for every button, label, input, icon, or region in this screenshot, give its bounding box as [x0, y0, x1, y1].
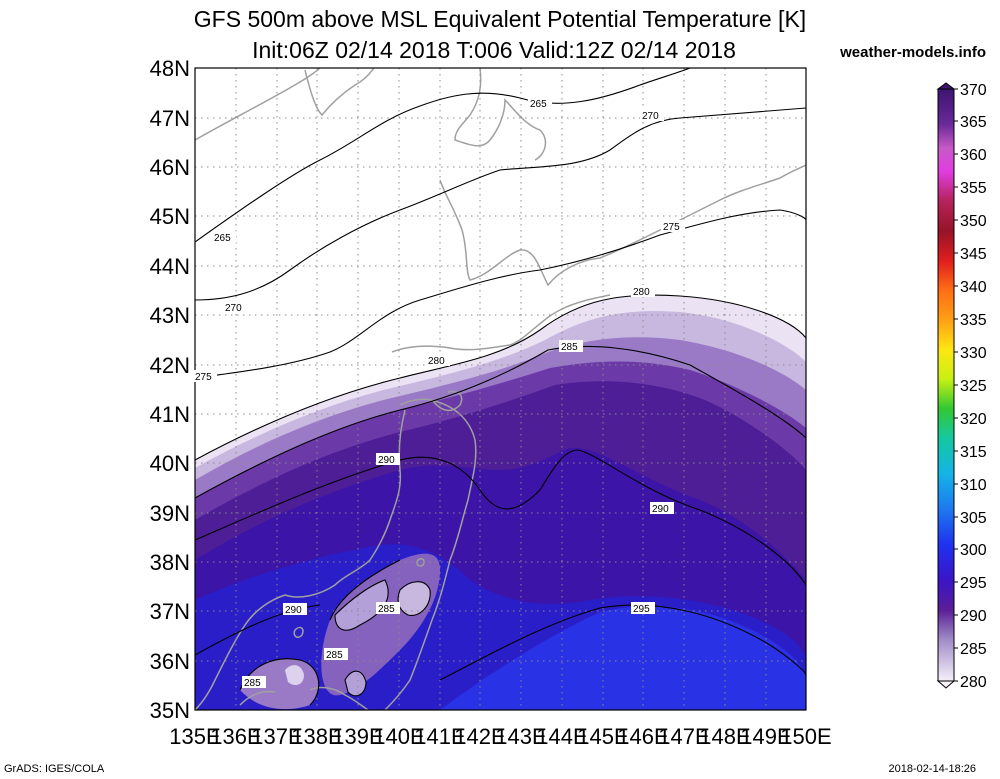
lat-label: 47N: [150, 106, 190, 131]
lon-label: 136E: [210, 724, 261, 749]
lon-label: 145E: [577, 724, 628, 749]
colorbar-label: 345: [960, 246, 987, 263]
colorbar-label: 280: [960, 674, 987, 691]
lat-label: 42N: [150, 353, 190, 378]
contour-label: 265: [530, 99, 547, 110]
colorbar-label: 355: [960, 180, 987, 197]
theta-e-low-inland-2: [335, 580, 389, 631]
site-credit: weather-models.info: [840, 44, 986, 61]
colorbar-scale: [937, 88, 955, 682]
contour-label: 270: [642, 111, 659, 122]
colorbar-label: 320: [960, 411, 987, 428]
colorbar-label: 350: [960, 213, 987, 230]
colorbar-label: 295: [960, 575, 987, 592]
colorbar-label: 325: [960, 378, 987, 395]
lat-label: 38N: [150, 550, 190, 575]
colorbar-top-arrow: [936, 82, 956, 90]
lat-label: 45N: [150, 204, 190, 229]
contour-label: 275: [195, 372, 212, 383]
lat-label: 36N: [150, 649, 190, 674]
render-timestamp: 2018-02-14-18:26: [888, 763, 976, 775]
colorbar-label: 290: [960, 608, 987, 625]
coastlines: [195, 68, 806, 710]
latitude-labels: 48N 47N 46N 45N 44N 43N 42N 41N 40N 39N …: [150, 56, 190, 723]
lat-label: 44N: [150, 254, 190, 279]
contour-label: 265: [214, 233, 231, 244]
contour-label: 285: [378, 604, 395, 615]
chart-subtitle: Init:06Z 02/14 2018 T:006 Valid:12Z 02/1…: [252, 37, 736, 63]
contour-label: 285: [326, 650, 343, 661]
contour-label: 290: [378, 455, 395, 466]
theta-e-band-295: [440, 606, 806, 710]
contour-label: 290: [285, 605, 302, 616]
theta-e-low-southwest-2: [285, 665, 304, 686]
colorbar: 370 365 360 355 350 345 340 335 330 325 …: [936, 82, 987, 691]
lat-label: 46N: [150, 155, 190, 180]
lon-label: 142E: [454, 724, 505, 749]
lon-label: 148E: [699, 724, 750, 749]
lon-label: 149E: [740, 724, 791, 749]
colorbar-label: 305: [960, 510, 987, 527]
lat-label: 48N: [150, 56, 190, 81]
lat-label: 40N: [150, 451, 190, 476]
contour-label: 280: [633, 287, 650, 298]
contour-label: 270: [225, 303, 242, 314]
lat-label: 41N: [150, 402, 190, 427]
lon-label: 137E: [251, 724, 302, 749]
lon-label: 141E: [414, 724, 465, 749]
contour-label: 290: [652, 504, 669, 515]
colorbar-label: 360: [960, 147, 987, 164]
colorbar-label: 335: [960, 312, 987, 329]
lon-label: 144E: [536, 724, 587, 749]
theta-e-low-inland-3: [398, 581, 431, 616]
lat-label: 43N: [150, 303, 190, 328]
lon-label: 146E: [617, 724, 668, 749]
software-credit: GrADS: IGES/COLA: [4, 763, 105, 775]
lon-label: 138E: [291, 724, 342, 749]
colorbar-label: 310: [960, 477, 987, 494]
longitude-labels: 135E 136E 137E 138E 139E 140E 141E 142E …: [169, 724, 831, 749]
colorbar-label: 300: [960, 542, 987, 559]
contour-label: 280: [428, 356, 445, 367]
lon-label: 135E: [169, 724, 220, 749]
colorbar-label: 330: [960, 345, 987, 362]
contour-label: 275: [663, 222, 680, 233]
lon-label: 150E: [780, 724, 831, 749]
theta-e-low-south: [345, 671, 366, 696]
lat-label: 35N: [150, 698, 190, 723]
contour-label: 295: [633, 604, 650, 615]
colorbar-label: 340: [960, 279, 987, 296]
colorbar-label: 365: [960, 114, 987, 131]
lon-label: 139E: [332, 724, 383, 749]
chart-title: GFS 500m above MSL Equivalent Potential …: [193, 6, 807, 32]
colorbar-bottom-arrow: [936, 680, 956, 689]
lon-label: 143E: [495, 724, 546, 749]
lat-label: 37N: [150, 599, 190, 624]
lon-label: 140E: [373, 724, 424, 749]
lon-label: 147E: [658, 724, 709, 749]
contour-label: 285: [561, 342, 578, 353]
colorbar-label: 315: [960, 444, 987, 461]
colorbar-label: 285: [960, 641, 987, 658]
colorbar-label: 370: [960, 82, 987, 99]
contour-label: 285: [244, 678, 261, 689]
contour-label-group: 265 265 270 270 275 275 280 280 285 285 …: [193, 97, 685, 689]
lat-label: 39N: [150, 501, 190, 526]
map-frame: [194, 67, 807, 711]
